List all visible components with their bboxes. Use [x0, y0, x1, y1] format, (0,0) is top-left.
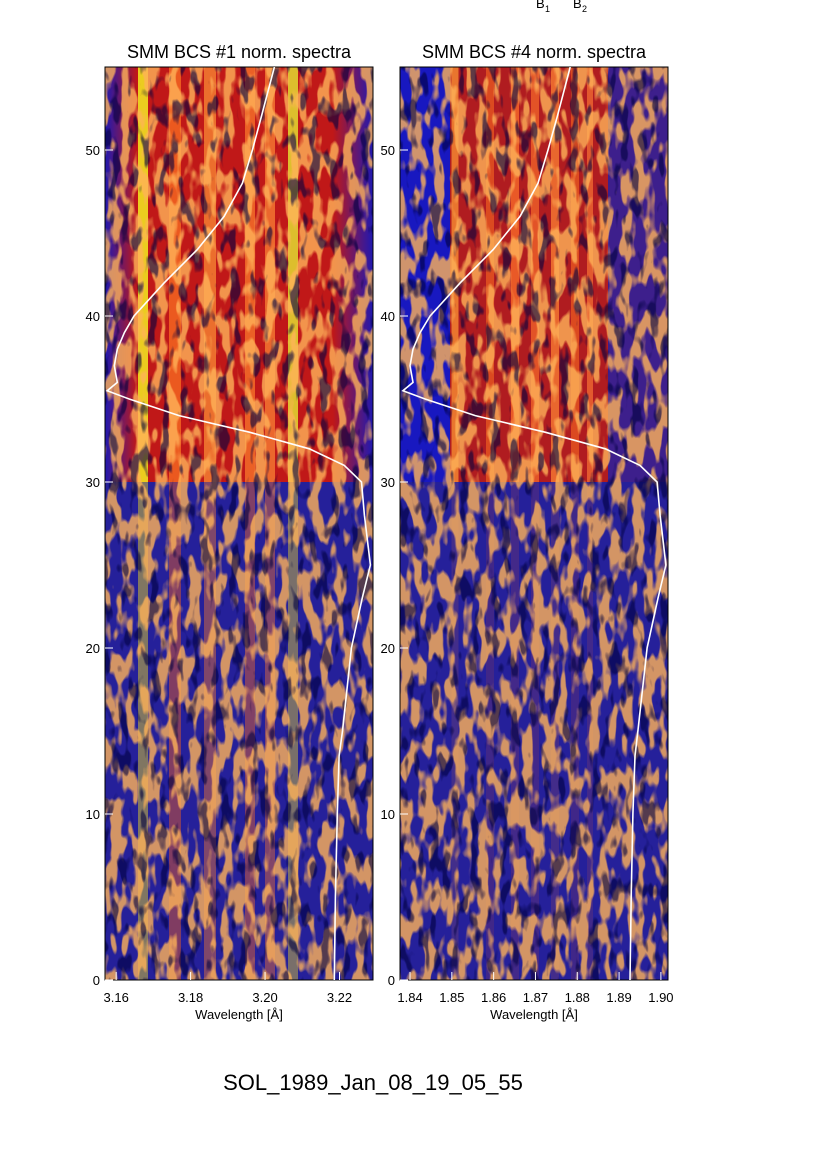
- x-axis-label: Wavelength [Å]: [490, 1007, 578, 1022]
- x-tick-label: 1.87: [523, 990, 548, 1005]
- y-tick-label: 40: [381, 309, 395, 324]
- noise-dark: [105, 67, 373, 980]
- annotation-sub: 1: [545, 4, 550, 14]
- x-axis-label: Wavelength [Å]: [195, 1007, 283, 1022]
- y-tick-label: 0: [388, 973, 395, 988]
- annotation: B: [536, 0, 545, 11]
- y-tick-label: 20: [381, 641, 395, 656]
- panel-title: SMM BCS #4 norm. spectra: [422, 42, 647, 62]
- x-tick-label: 1.90: [648, 990, 673, 1005]
- light-curve: [401, 67, 667, 980]
- x-tick-label: 1.85: [439, 990, 464, 1005]
- panel-title: SMM BCS #1 norm. spectra: [127, 42, 352, 62]
- panel: SMM BCS #1 norm. spectra Wavelength [Å] 3.…: [86, 42, 374, 1022]
- y-tick-label: 30: [86, 475, 100, 490]
- y-tick-label: 0: [93, 973, 100, 988]
- y-tick-label: 40: [86, 309, 100, 324]
- x-tick-label: 1.84: [397, 990, 422, 1005]
- plot-frame: [399, 66, 669, 981]
- x-tick-label: 3.16: [104, 990, 129, 1005]
- y-tick-label: 50: [381, 143, 395, 158]
- y-tick-label: 10: [381, 807, 395, 822]
- x-tick-label: 3.22: [327, 990, 352, 1005]
- spectrum-image: [400, 67, 668, 980]
- x-tick-label: 1.86: [481, 990, 506, 1005]
- annotation: B: [573, 0, 582, 11]
- y-tick-label: 20: [86, 641, 100, 656]
- light-curve: [105, 67, 372, 980]
- annotation-sub: 2: [582, 4, 587, 14]
- y-tick-label: 50: [86, 143, 100, 158]
- x-tick-label: 1.89: [606, 990, 631, 1005]
- x-tick-label: 3.18: [178, 990, 203, 1005]
- panel: SMM BCS #4 norm. spectra Wavelength [Å] 1.…: [381, 42, 674, 1022]
- y-tick-label: 30: [381, 475, 395, 490]
- spectrum-image: [105, 67, 373, 980]
- x-tick-label: 3.20: [252, 990, 277, 1005]
- y-tick-label: 10: [86, 807, 100, 822]
- footer: SOL_1989_Jan_08_19_05_55: [223, 1070, 523, 1095]
- x-tick-label: 1.88: [565, 990, 590, 1005]
- plot-frame: [104, 66, 374, 981]
- noise-dark: [400, 67, 668, 980]
